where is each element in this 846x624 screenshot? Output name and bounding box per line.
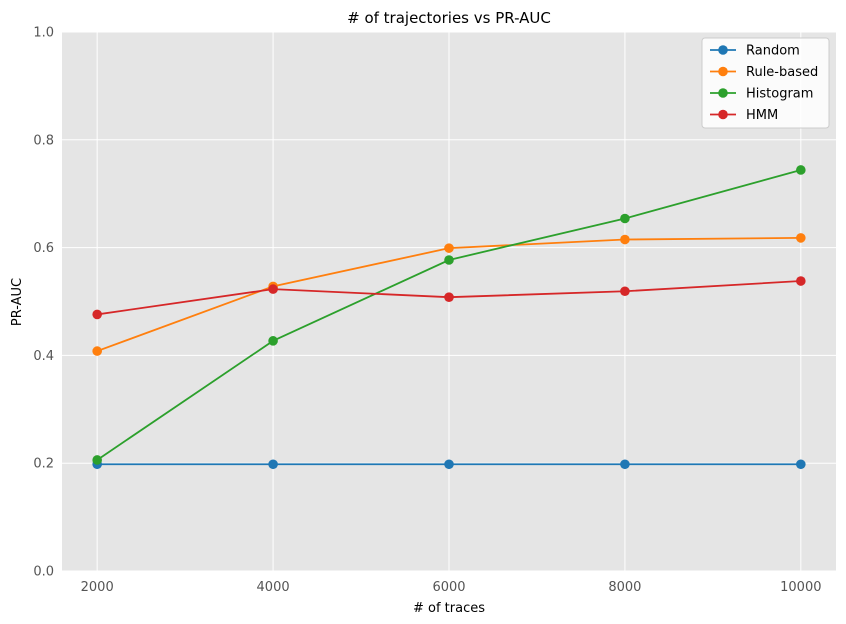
y-tick-label: 0.6 [33,241,54,256]
legend-item-histogram: Histogram [710,87,813,102]
data-point-random [620,459,630,470]
data-point-hmm [268,284,278,294]
legend-label: Random [746,44,800,59]
y-tick-label: 0.8 [33,133,54,148]
series-lines [92,165,806,470]
legend-marker [718,66,728,77]
legend-box [701,37,830,129]
y-tick-label: 0.2 [33,457,54,472]
data-point-hmm [796,276,806,286]
y-tick-labels: 0.0 0.2 0.4 0.6 0.8 1.0 [33,26,54,580]
y-tick-label: 0.4 [33,349,54,364]
data-point-histogram [268,336,278,346]
y-axis-label: PR-AUC [10,278,25,326]
legend-label: Histogram [746,87,813,102]
legend-marker [718,88,728,98]
legend-label: HMM [746,108,778,123]
x-tick-label: 4000 [257,580,290,595]
legend-marker [718,109,728,120]
data-point-rule-based [620,234,630,245]
data-point-histogram [444,255,454,265]
series-histogram [92,165,806,465]
legend-marker [718,45,728,55]
legend-label: Rule-based [746,65,818,80]
x-tick-labels: 2000 4000 6000 8000 10000 [81,580,822,595]
data-point-rule-based [796,233,806,243]
series-random [92,459,806,470]
data-point-rule-based [444,243,454,253]
x-tick-label: 6000 [432,580,465,595]
legend: Random Rule-based Histogram HMM [701,37,830,129]
data-point-random [268,459,278,470]
data-point-hmm [444,292,454,302]
legend-item-random: Random [710,44,800,59]
data-point-random [444,459,454,470]
x-axis-label: # of traces [413,601,485,616]
y-tick-label: 0.0 [33,565,54,580]
legend-item-rule-based: Rule-based [710,65,818,80]
data-point-histogram [796,165,806,175]
series-hmm [92,276,806,320]
chart-title: # of trajectories vs PR-AUC [347,9,551,27]
legend-item-hmm: HMM [710,108,778,123]
x-tick-label: 2000 [81,580,114,595]
data-point-histogram [92,455,102,465]
y-tick-label: 1.0 [33,26,54,41]
data-point-rule-based [92,346,102,356]
data-point-random [796,459,806,470]
data-point-hmm [92,309,102,320]
data-point-hmm [620,286,630,297]
x-tick-label: 10000 [780,580,821,595]
data-point-histogram [620,213,630,224]
x-tick-label: 8000 [608,580,641,595]
